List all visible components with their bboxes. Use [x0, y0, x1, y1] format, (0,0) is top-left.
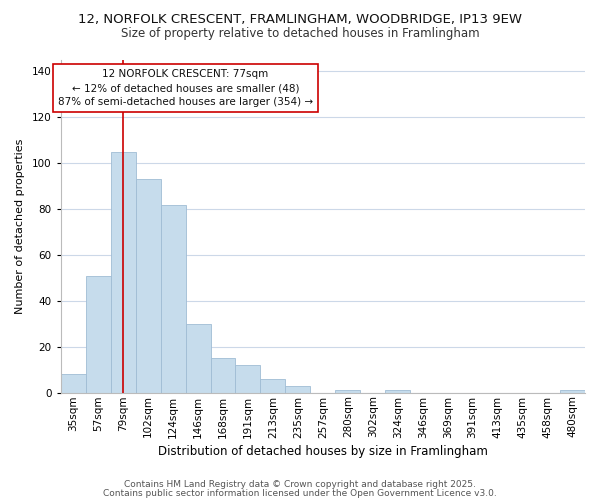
- Bar: [335, 390, 361, 392]
- Text: Size of property relative to detached houses in Framlingham: Size of property relative to detached ho…: [121, 28, 479, 40]
- Bar: [185, 324, 211, 392]
- Bar: [86, 276, 110, 392]
- X-axis label: Distribution of detached houses by size in Framlingham: Distribution of detached houses by size …: [158, 444, 488, 458]
- Bar: [61, 374, 86, 392]
- Bar: [110, 152, 136, 392]
- Bar: [260, 379, 286, 392]
- Text: 12, NORFOLK CRESCENT, FRAMLINGHAM, WOODBRIDGE, IP13 9EW: 12, NORFOLK CRESCENT, FRAMLINGHAM, WOODB…: [78, 12, 522, 26]
- Bar: [136, 180, 161, 392]
- Text: 12 NORFOLK CRESCENT: 77sqm
← 12% of detached houses are smaller (48)
87% of semi: 12 NORFOLK CRESCENT: 77sqm ← 12% of deta…: [58, 69, 313, 107]
- Bar: [161, 204, 185, 392]
- Bar: [385, 390, 410, 392]
- Text: Contains HM Land Registry data © Crown copyright and database right 2025.: Contains HM Land Registry data © Crown c…: [124, 480, 476, 489]
- Bar: [286, 386, 310, 392]
- Text: Contains public sector information licensed under the Open Government Licence v3: Contains public sector information licen…: [103, 488, 497, 498]
- Bar: [560, 390, 585, 392]
- Bar: [235, 365, 260, 392]
- Bar: [211, 358, 235, 392]
- Y-axis label: Number of detached properties: Number of detached properties: [15, 138, 25, 314]
